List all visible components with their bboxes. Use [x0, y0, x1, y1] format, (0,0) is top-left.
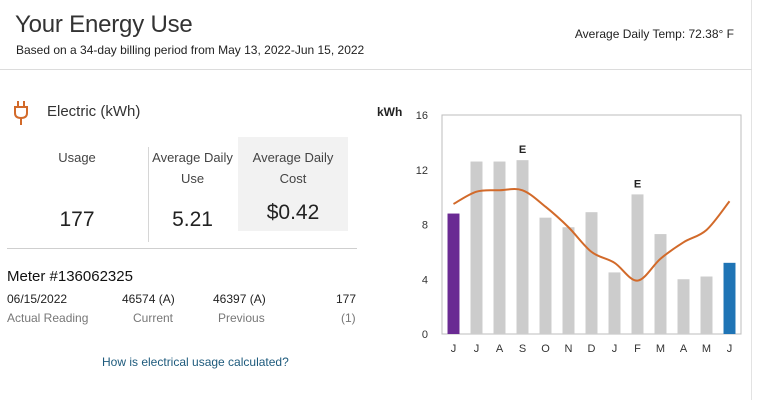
average-daily-cost-value: $0.42 [266, 201, 320, 224]
electric-summary: Electric (kWh) Usage 177 Average Daily U… [0, 70, 370, 400]
bar [700, 276, 713, 334]
page-title: Your Energy Use [15, 11, 193, 38]
bar [447, 213, 460, 334]
x-tick-label: F [634, 343, 641, 355]
previous-label: Previous [218, 311, 265, 325]
estimate-marker: E [519, 144, 526, 156]
bar [654, 234, 667, 334]
usage-value: 177 [59, 208, 95, 231]
usage-label: Usage [58, 150, 96, 165]
bar [493, 161, 506, 334]
how-usage-calculated-link[interactable]: How is electrical usage calculated? [102, 355, 289, 369]
meter-title: Meter #136062325 [7, 268, 133, 285]
multiplier-label: (1) [341, 311, 356, 325]
average-daily-use-label-line2: Use [180, 171, 205, 186]
x-tick-label: D [588, 343, 596, 355]
electric-label: Electric (kWh) [47, 103, 141, 120]
bar [539, 217, 552, 334]
reading-date: 06/15/2022 [7, 292, 68, 306]
plug-icon [14, 101, 28, 125]
bar [608, 272, 621, 334]
x-tick-label: J [727, 343, 733, 355]
section-divider [7, 248, 357, 249]
y-tick-label: 8 [422, 220, 428, 232]
x-tick-label: J [451, 343, 457, 355]
usage-chart: kWh 0 4 8 12 16 J J A S E O N D J F E M A M J [370, 95, 752, 370]
x-tick-label: S [519, 343, 526, 355]
average-daily-cost-metric: Average Daily Cost $0.42 [238, 137, 348, 231]
x-tick-label: O [541, 343, 550, 355]
bar [677, 279, 690, 334]
bar [585, 212, 598, 334]
billing-period-subtitle: Based on a 34-day billing period from Ma… [16, 43, 365, 57]
x-tick-label: J [474, 343, 480, 355]
x-tick-label: J [612, 343, 618, 355]
current-reading: 46574 (A) [122, 292, 175, 306]
bar [631, 194, 644, 334]
y-tick-label: 12 [416, 165, 428, 177]
x-tick-label: M [656, 343, 665, 355]
bar [470, 161, 483, 334]
average-daily-use-label-line1: Average Daily [152, 150, 233, 165]
previous-reading: 46397 (A) [213, 292, 266, 306]
y-axis-label: kWh [377, 105, 402, 119]
current-label: Current [133, 311, 174, 325]
reading-kwh: 177 [336, 292, 357, 306]
usage-chart-svg: kWh 0 4 8 12 16 J J A S E O N D J F E M A M J [377, 105, 742, 355]
bar [562, 227, 575, 334]
y-tick-label: 0 [422, 329, 428, 341]
y-tick-label: 4 [422, 274, 428, 286]
usage-metric: Usage 177 [38, 147, 116, 242]
reading-type: Actual Reading [7, 311, 89, 325]
x-tick-label: M [702, 343, 711, 355]
average-daily-use-metric: Average Daily Use 5.21 [148, 147, 236, 242]
average-daily-temp: Average Daily Temp: 72.38° F [574, 27, 734, 41]
bar [516, 160, 529, 334]
average-daily-cost-label: Average Daily Cost [252, 150, 334, 186]
x-tick-label: A [680, 343, 688, 355]
y-tick-label: 16 [416, 110, 428, 122]
bar [723, 262, 736, 334]
temperature-line [453, 188, 731, 282]
average-daily-use-value: 5.21 [172, 208, 213, 231]
estimate-marker: E [634, 178, 641, 190]
x-tick-label: A [496, 343, 504, 355]
energy-header: Your Energy Use Based on a 34-day billin… [0, 0, 752, 70]
x-tick-label: N [565, 343, 573, 355]
